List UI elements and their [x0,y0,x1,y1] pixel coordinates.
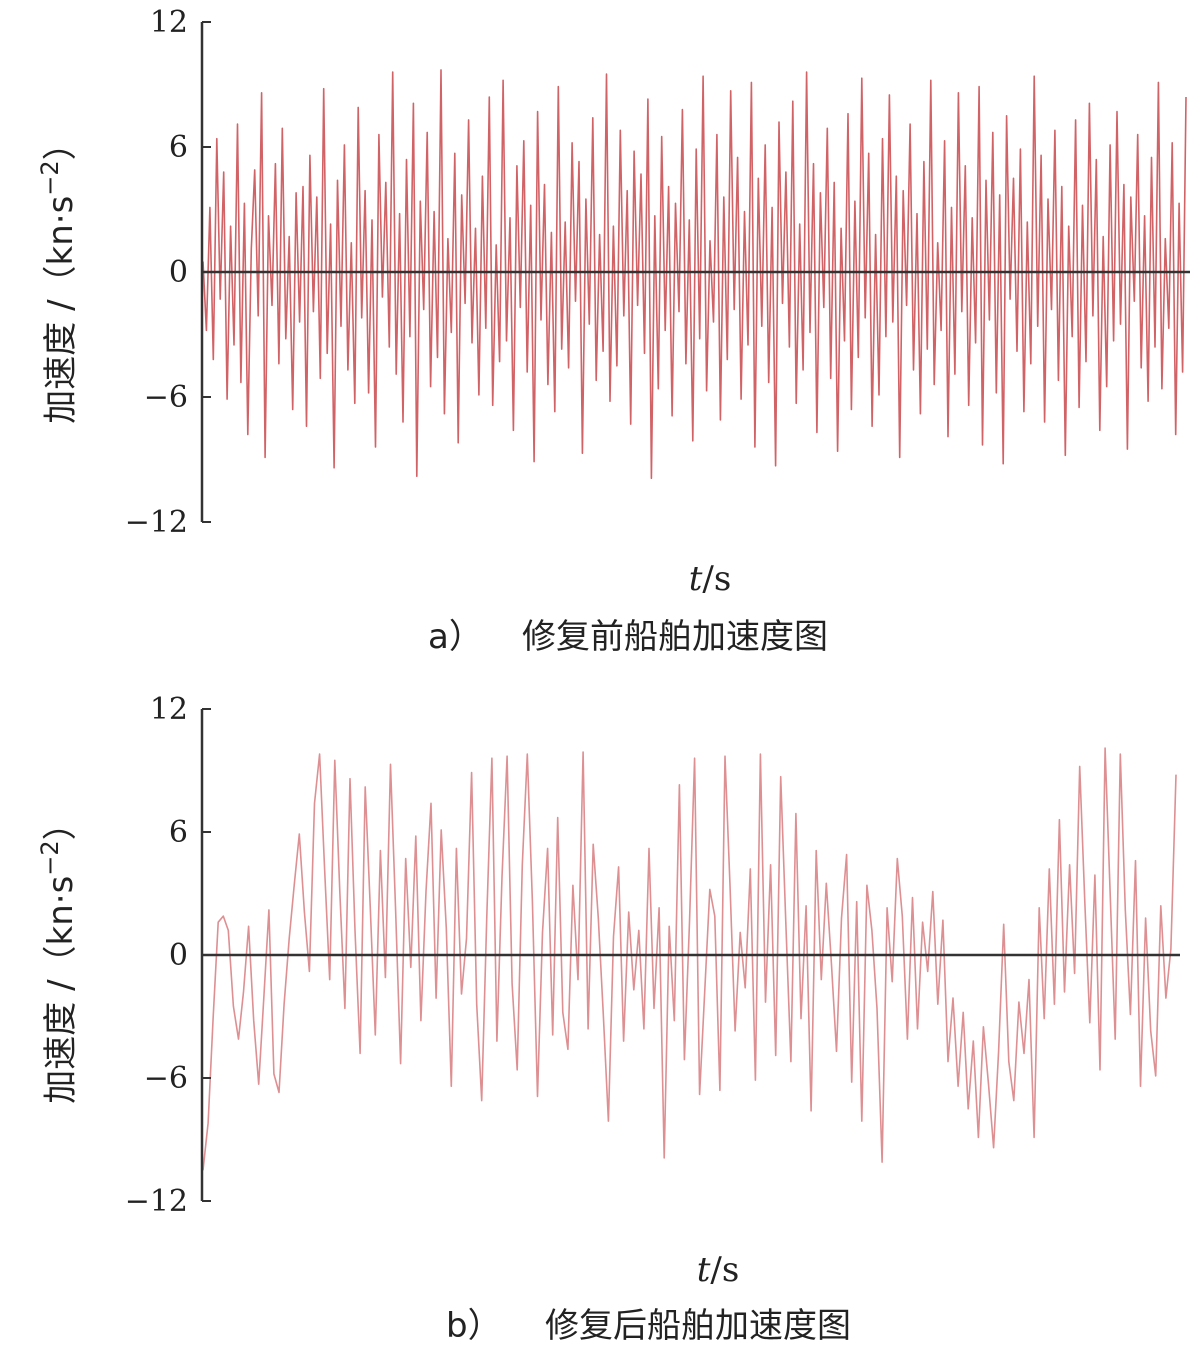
chart-b-y-axis-label-main: 加速度 /（kn·s [41,876,81,1104]
chart-b-y-tick-label: 12 [150,692,188,727]
chart-a-x-axis-label-unit: /s [702,559,731,599]
chart-b-caption: 修复后船舶加速度图 [545,1306,851,1346]
chart-a-caption: 修复前船舶加速度图 [522,617,828,657]
chart-b-y-tick-label: −6 [144,1061,188,1096]
chart-b-y-tick-label: −12 [125,1184,188,1219]
chart-a-y-axis-label: 加速度 /（kn·s−2） [36,126,81,423]
chart-panel-a: 12 6 0 −6 −12 加速度 /（kn·s−2） t/s a） 修复前船舶加速度图 [36,5,1190,657]
chart-a-y-tick-label: 12 [150,5,188,40]
chart-a-y-tick-label: −6 [144,380,188,415]
chart-a-y-axis-label-close: ） [41,126,81,160]
chart-a-y-axis-label-main: 加速度 /（kn·s [41,196,81,424]
chart-b-y-axis-label-exp: −2 [36,840,64,875]
chart-a-y-tick-label: 6 [169,130,188,165]
chart-b-x-axis-label: t/s [697,1250,740,1290]
chart-b-caption-letter: b） [446,1306,502,1346]
chart-a-x-axis-label: t/s [689,559,732,599]
chart-a-x-axis-label-var: t [689,559,703,599]
chart-b-y-axis-label: 加速度 /（kn·s−2） [36,806,81,1103]
chart-b-y-tick-label: 0 [169,938,188,973]
chart-b-y-tick-label: 6 [169,815,188,850]
chart-b-x-axis-label-unit: /s [710,1250,739,1290]
chart-b-svg: 12 6 0 −6 −12 加速度 /（kn·s−2） t/s b） 修复后船舶加速度图 [36,692,1180,1346]
chart-b-series-line [202,747,1177,1171]
chart-a-svg: 12 6 0 −6 −12 加速度 /（kn·s−2） t/s a） 修复前船舶加速度图 [36,5,1190,657]
chart-panel-b: 12 6 0 −6 −12 加速度 /（kn·s−2） t/s b） 修复后船舶加速度图 [0,683,1200,1366]
chart-a-y-tick-label: −12 [125,505,188,540]
chart-a-series-line [202,69,1187,480]
chart-a-y-axis-label-exp: −2 [36,160,64,195]
chart-b-x-axis-label-var: t [697,1250,711,1290]
chart-a-caption-letter: a） [428,617,483,657]
chart-b-y-axis-label-close: ） [41,806,81,840]
chart-a-y-tick-label: 0 [169,255,188,290]
